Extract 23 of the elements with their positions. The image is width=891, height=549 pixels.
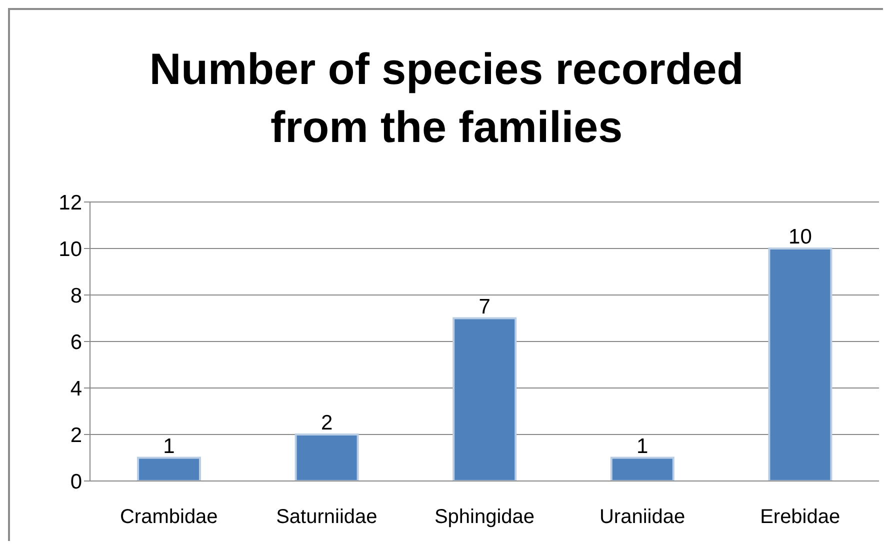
- x-tick-label: Saturniidae: [276, 506, 378, 528]
- bar: [294, 434, 359, 481]
- data-label: 7: [478, 295, 490, 318]
- data-label: 10: [788, 226, 812, 248]
- y-tick-label: 10: [58, 238, 82, 261]
- bar: [610, 456, 674, 481]
- data-label: 1: [163, 434, 175, 458]
- data-label: 2: [320, 412, 333, 434]
- bar: [452, 317, 517, 481]
- bar: [137, 456, 201, 481]
- data-label: 1: [636, 434, 648, 458]
- y-tick-label: 0: [70, 470, 82, 494]
- chart-title: Number of species recorded from the families: [148, 44, 745, 154]
- y-tick-label: 2: [70, 424, 82, 447]
- x-tick-label: Uraniidae: [599, 506, 686, 528]
- y-tick-label: 12: [58, 191, 82, 214]
- y-tick-label: 8: [70, 284, 82, 308]
- x-tick-label: Sphingidae: [434, 506, 535, 528]
- y-tick-label: 6: [70, 330, 82, 354]
- x-tick-label: Crambidae: [120, 506, 218, 528]
- y-tick-label: 4: [70, 377, 82, 400]
- bar: [768, 248, 832, 481]
- x-tick-label: Erebidae: [760, 506, 840, 528]
